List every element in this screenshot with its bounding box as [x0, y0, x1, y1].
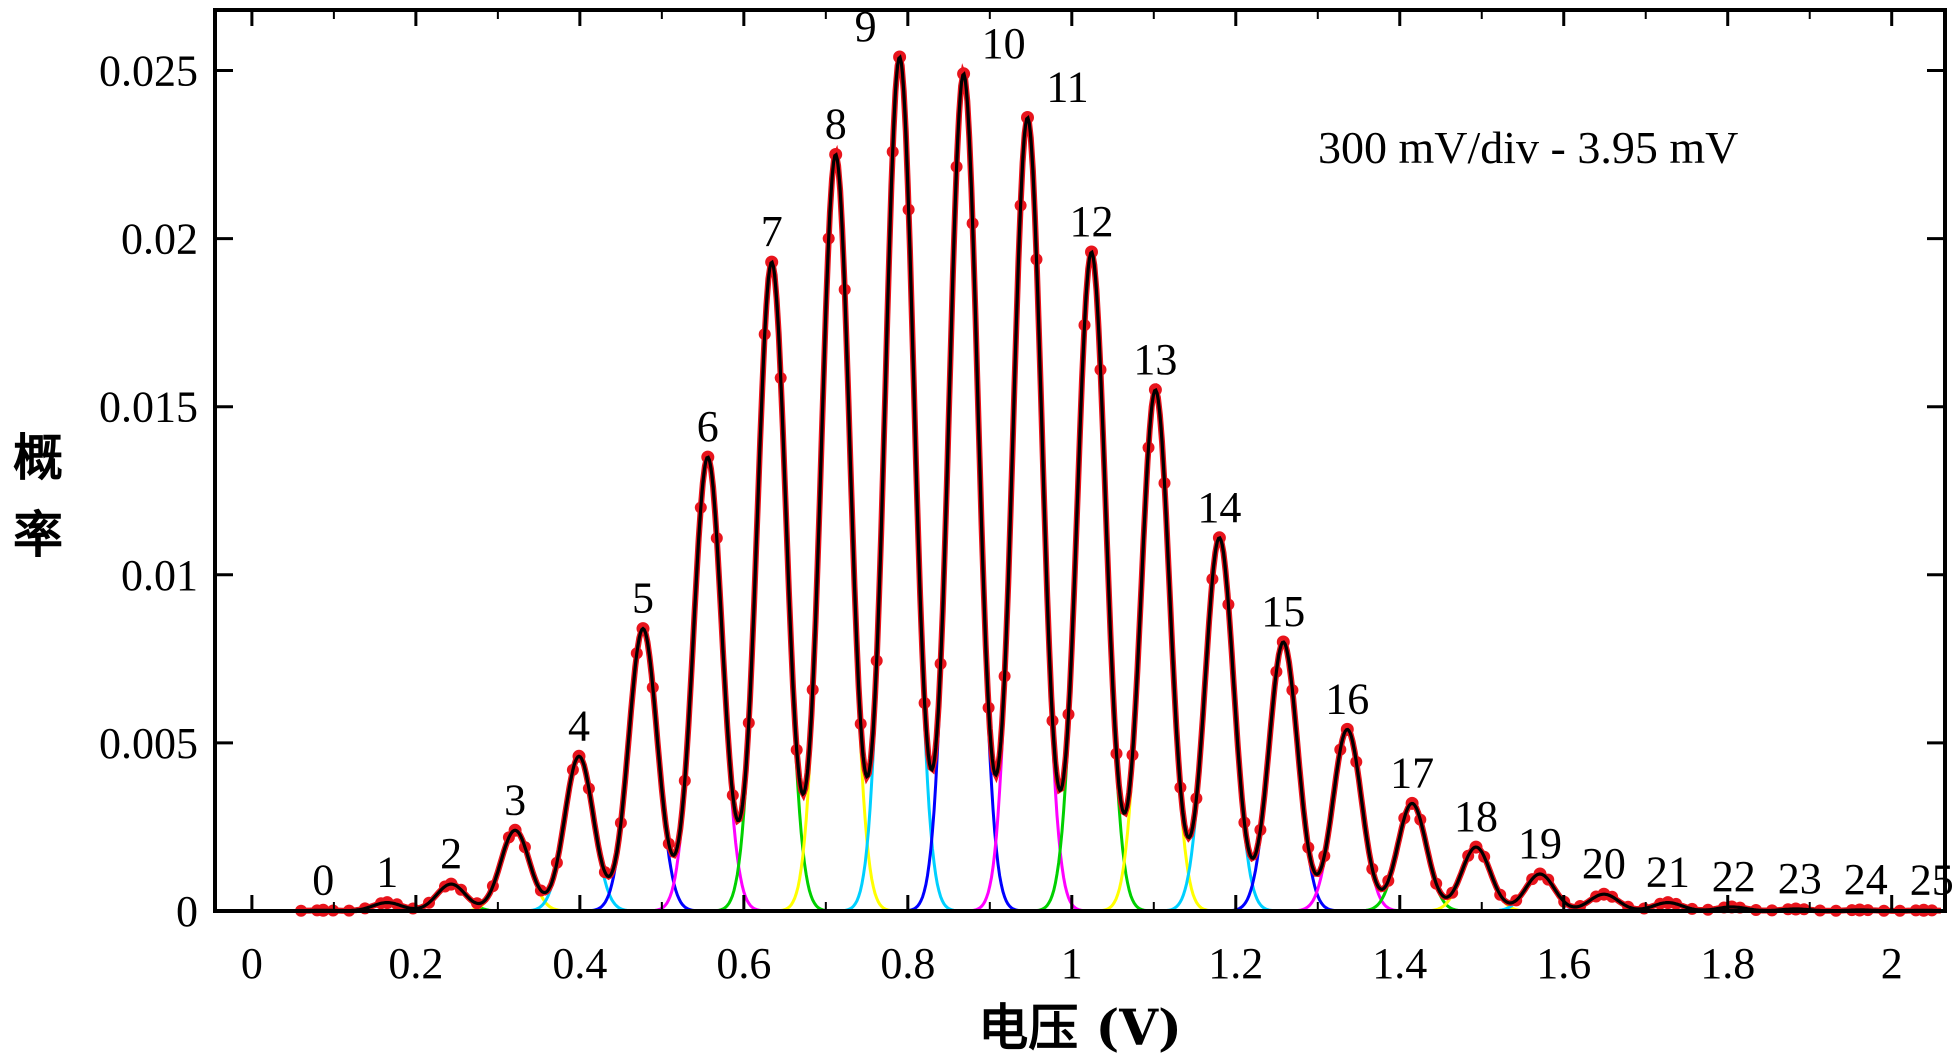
peak-label-9: 9 — [855, 2, 877, 51]
peak-label-12: 12 — [1070, 197, 1114, 246]
y-tick-label: 0 — [176, 887, 198, 936]
peak-label-24: 24 — [1844, 855, 1888, 904]
fit-curve — [301, 54, 1941, 913]
x-axis-title: 电压 (V) — [978, 998, 1182, 1057]
peak-label-22: 22 — [1712, 852, 1756, 901]
peak-label-21: 21 — [1646, 848, 1690, 897]
axis-ticks: 0 0.2 0.4 0.6 0.8 1 1.2 1.4 1.6 1.8 200.0050.010.0… — [99, 10, 1945, 988]
x-tick-label: 0.6 — [716, 939, 771, 988]
peak-label-19: 19 — [1518, 819, 1562, 868]
peak-label-0: 0 — [312, 855, 334, 904]
x-tick-label: 1 — [1061, 939, 1083, 988]
y-tick-label: 0.005 — [99, 719, 198, 768]
peak-label-23: 23 — [1778, 854, 1822, 903]
peak-label-18: 18 — [1454, 792, 1498, 841]
peak-label-13: 13 — [1133, 335, 1177, 384]
y-tick-label: 0.025 — [99, 47, 198, 96]
peak-label-2: 2 — [440, 829, 462, 878]
peak-label-3: 3 — [504, 775, 526, 824]
x-tick-label: 1.4 — [1372, 939, 1427, 988]
y-tick-label: 0.015 — [99, 383, 198, 432]
peak-label-11: 11 — [1046, 63, 1088, 112]
peak-label-6: 6 — [697, 402, 719, 451]
x-tick-label: 1.2 — [1208, 939, 1263, 988]
annotation: 300 mV/div - 3.95 mV — [1318, 122, 1738, 173]
x-tick-label: 1.8 — [1700, 939, 1755, 988]
peak-label-16: 16 — [1325, 674, 1369, 723]
y-tick-label: 0.02 — [121, 215, 198, 264]
x-tick-label: 0.2 — [388, 939, 443, 988]
peak-label-1: 1 — [376, 848, 398, 897]
fit-curve-layer — [301, 54, 1941, 913]
peak-label-15: 15 — [1261, 587, 1305, 636]
x-tick-label: 0.4 — [552, 939, 607, 988]
x-tick-label: 0 — [241, 939, 263, 988]
peak-label-25: 25 — [1910, 855, 1953, 904]
peak-label-20: 20 — [1582, 839, 1626, 888]
y-tick-label: 0.01 — [121, 551, 198, 600]
x-tick-label: 0.8 — [880, 939, 935, 988]
plot-frame — [213, 8, 1947, 913]
peak-label-4: 4 — [568, 701, 590, 750]
x-tick-label: 2 — [1881, 939, 1903, 988]
peak-label-17: 17 — [1390, 748, 1434, 797]
peak-label-5: 5 — [632, 574, 654, 623]
y-axis-title-char-2: 率 — [13, 505, 63, 564]
peak-label-10: 10 — [982, 19, 1026, 68]
x-tick-label: 1.6 — [1536, 939, 1591, 988]
peak-label-8: 8 — [825, 100, 847, 149]
peak-label-7: 7 — [761, 207, 783, 256]
y-axis-title-char-1: 概 — [13, 428, 63, 487]
peak-label-14: 14 — [1197, 483, 1241, 532]
